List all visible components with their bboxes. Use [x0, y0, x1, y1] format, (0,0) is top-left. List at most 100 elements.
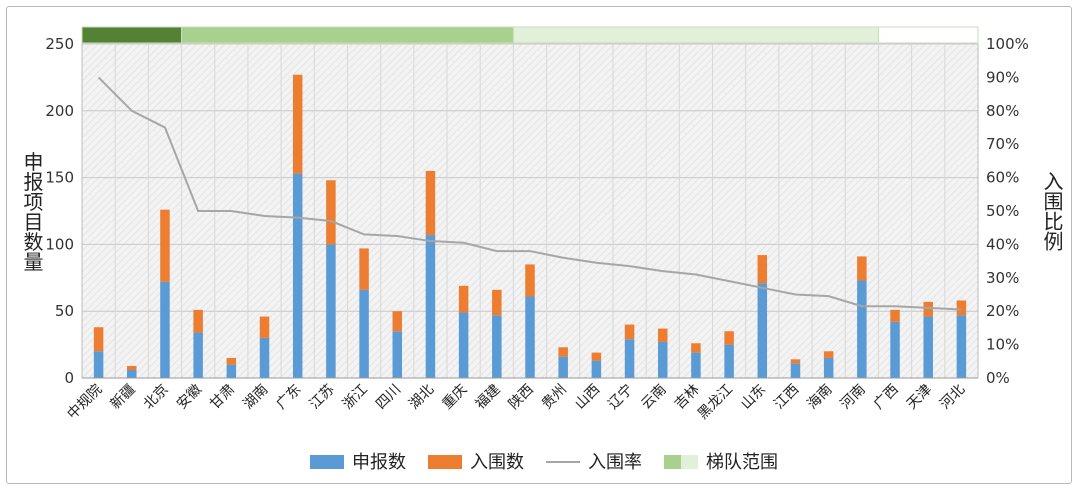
- x-category-label: 云南: [638, 382, 669, 413]
- bar-ruwei: [657, 328, 668, 342]
- y2-tick-label: 60%: [986, 169, 1019, 187]
- bar-ruwei: [292, 74, 303, 174]
- bar-shenbao: [724, 344, 734, 378]
- bar-shenbao: [823, 357, 834, 378]
- x-category-label: 新疆: [107, 382, 138, 413]
- bar-ruwei: [790, 359, 801, 364]
- bar-shenbao: [326, 244, 336, 378]
- x-category-label: 广东: [273, 382, 304, 413]
- x-category-label: 山西: [572, 382, 603, 413]
- y2-axis-title: 入围比例: [1040, 171, 1064, 251]
- x-category-label: 山东: [738, 382, 769, 413]
- legend-swatch: [310, 455, 344, 469]
- x-category-label: 北京: [141, 382, 172, 413]
- y-tick-label: 250: [45, 35, 74, 53]
- bar-ruwei: [923, 301, 933, 317]
- bar-shenbao: [492, 315, 502, 378]
- bar-shenbao: [757, 283, 768, 378]
- x-category-label: 重庆: [439, 382, 470, 413]
- legend-swatch: [681, 455, 698, 469]
- bar-shenbao: [857, 280, 867, 378]
- bar-ruwei: [857, 256, 867, 281]
- bar-shenbao: [392, 331, 403, 378]
- y-tick-label: 50: [55, 302, 74, 320]
- bar-ruwei: [757, 255, 768, 284]
- bar-shenbao: [956, 315, 967, 378]
- x-category-label: 福建: [473, 382, 504, 413]
- tier-band-segment: [81, 26, 183, 44]
- x-category-label: 辽宁: [605, 381, 637, 413]
- bar-ruwei: [160, 209, 170, 282]
- y2-tick-label: 30%: [986, 269, 1019, 287]
- x-category-label: 安徽: [174, 382, 205, 413]
- tier-band-segment: [877, 26, 979, 44]
- x-category-label: 黑龙江: [695, 382, 736, 423]
- bar-ruwei: [724, 331, 734, 345]
- bar-ruwei: [326, 180, 336, 245]
- y-tick-label: 0: [64, 369, 74, 387]
- x-category-label: 中规院: [64, 382, 105, 423]
- legend-label: 入围数: [470, 452, 524, 473]
- bar-ruwei: [93, 327, 104, 352]
- bar-ruwei: [492, 289, 502, 316]
- bar-ruwei: [823, 351, 834, 358]
- bar-ruwei: [193, 309, 203, 333]
- y2-tick-label: 10%: [986, 336, 1019, 354]
- x-category-label: 海南: [804, 382, 835, 413]
- bar-shenbao: [359, 289, 369, 378]
- bar-ruwei: [127, 365, 137, 370]
- legend-label: 申报数: [352, 452, 406, 473]
- bar-ruwei: [591, 352, 602, 361]
- line-ruwei-rate: [97, 76, 962, 311]
- x-category-label: 陕西: [506, 382, 537, 413]
- y-axis-title: 申报项目数量: [20, 151, 44, 271]
- bar-shenbao: [591, 360, 602, 378]
- y-tick-label: 100: [45, 235, 74, 253]
- bar-shenbao: [127, 369, 137, 378]
- bar-shenbao: [624, 339, 635, 378]
- bar-shenbao: [160, 281, 170, 378]
- bar-shenbao: [425, 235, 436, 378]
- bar-shenbao: [890, 321, 900, 378]
- bar-ruwei: [392, 311, 403, 332]
- tier-band-segment: [512, 26, 879, 44]
- x-category-label: 湖南: [240, 382, 271, 413]
- bar-shenbao: [292, 173, 303, 378]
- x-category-label: 贵州: [539, 382, 570, 413]
- bar-shenbao: [93, 351, 104, 378]
- tier-band-segment: [181, 26, 514, 44]
- bar-shenbao: [691, 352, 701, 378]
- legend-swatch: [428, 455, 462, 469]
- bar-shenbao: [458, 312, 469, 378]
- y-tick-label: 150: [45, 169, 74, 187]
- bar-ruwei: [458, 285, 469, 313]
- x-category-label: 浙江: [340, 382, 371, 413]
- x-category-label: 河南: [838, 382, 869, 413]
- bar-ruwei: [259, 316, 270, 338]
- bar-ruwei: [624, 324, 635, 340]
- bar-ruwei: [956, 300, 967, 316]
- bar-ruwei: [525, 264, 535, 297]
- y2-tick-label: 80%: [986, 102, 1019, 120]
- x-category-label: 广西: [871, 382, 902, 413]
- bar-shenbao: [657, 341, 668, 378]
- bar-ruwei: [558, 347, 568, 357]
- x-category-label: 湖北: [406, 382, 437, 413]
- bar-ruwei: [890, 309, 900, 322]
- x-category-label: 河北: [937, 382, 968, 413]
- y2-tick-label: 50%: [986, 202, 1019, 220]
- y2-tick-label: 70%: [986, 135, 1019, 153]
- bar-shenbao: [226, 364, 237, 378]
- legend-label: 入围率: [588, 452, 642, 473]
- y2-tick-label: 40%: [986, 235, 1019, 253]
- bar-ruwei: [226, 357, 237, 365]
- bar-shenbao: [525, 296, 535, 378]
- bar-shenbao: [193, 332, 203, 378]
- x-category-label: 四川: [373, 382, 404, 413]
- bar-shenbao: [790, 363, 801, 378]
- bar-shenbao: [558, 356, 568, 378]
- x-category-label: 江苏: [307, 382, 338, 413]
- y2-tick-label: 20%: [986, 302, 1019, 320]
- x-category-label: 甘肃: [207, 382, 238, 413]
